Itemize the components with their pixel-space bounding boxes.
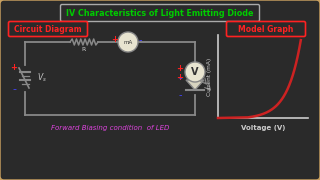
Text: +: + bbox=[177, 64, 183, 73]
Text: Current (mA): Current (mA) bbox=[206, 57, 212, 96]
Text: +: + bbox=[111, 35, 118, 44]
Text: -: - bbox=[178, 73, 182, 83]
Text: -: - bbox=[178, 90, 182, 100]
Text: Circuit Diagram: Circuit Diagram bbox=[14, 24, 82, 33]
Text: +: + bbox=[11, 62, 18, 71]
Text: IV Characteristics of Light Emitting Diode: IV Characteristics of Light Emitting Dio… bbox=[66, 8, 254, 17]
Text: R: R bbox=[82, 46, 86, 51]
Polygon shape bbox=[186, 80, 204, 90]
Text: +: + bbox=[177, 73, 183, 82]
Text: V: V bbox=[191, 67, 199, 77]
Text: Forward Biasing condition  of LED: Forward Biasing condition of LED bbox=[51, 125, 169, 131]
Text: $V_s$: $V_s$ bbox=[37, 72, 47, 84]
Circle shape bbox=[118, 32, 138, 52]
Text: mA: mA bbox=[124, 39, 132, 44]
Text: -: - bbox=[138, 35, 142, 45]
FancyBboxPatch shape bbox=[60, 4, 260, 21]
Text: -: - bbox=[12, 84, 16, 94]
Circle shape bbox=[185, 62, 205, 82]
Text: Model Graph: Model Graph bbox=[238, 24, 294, 33]
Text: Voltage (V): Voltage (V) bbox=[241, 125, 285, 131]
FancyBboxPatch shape bbox=[227, 21, 306, 37]
FancyBboxPatch shape bbox=[9, 21, 87, 37]
